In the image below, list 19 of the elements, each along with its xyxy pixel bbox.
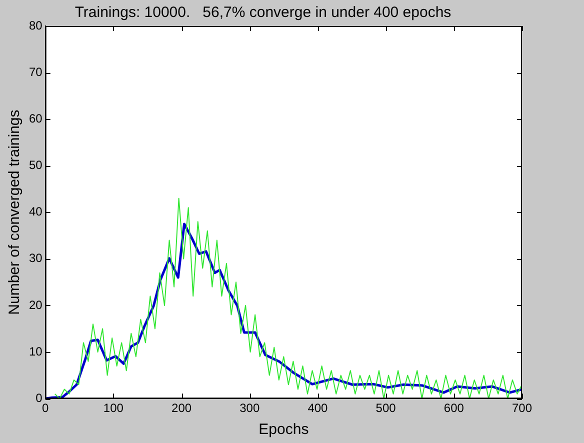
y-tick-label: 20 — [28, 298, 43, 312]
chart-title: Trainings: 10000. 56,7% converge in under 400 epochs — [74, 4, 452, 22]
x-tick-label: 100 — [103, 401, 124, 416]
y-tick-label: 30 — [28, 251, 43, 266]
y-tick-label: 40 — [28, 204, 43, 219]
x-tick-label: 200 — [172, 401, 192, 416]
y-tick-label: 0 — [36, 390, 43, 405]
x-tick-label: 400 — [308, 401, 328, 416]
x-tick-label: 600 — [444, 401, 464, 416]
x-tick-label: 700 — [512, 401, 532, 416]
y-tick-label: 60 — [28, 111, 43, 126]
x-tick-label: 300 — [240, 401, 260, 416]
y-tick-label: 50 — [28, 158, 43, 172]
x-axis-title: Epochs — [258, 421, 309, 438]
x-tick-label: 500 — [376, 401, 396, 416]
y-tick-label: 70 — [28, 64, 43, 79]
y-axis-title: Number of converged trainings — [6, 110, 24, 315]
y-tick-label: 10 — [28, 344, 43, 358]
y-tick-label: 80 — [28, 18, 43, 32]
